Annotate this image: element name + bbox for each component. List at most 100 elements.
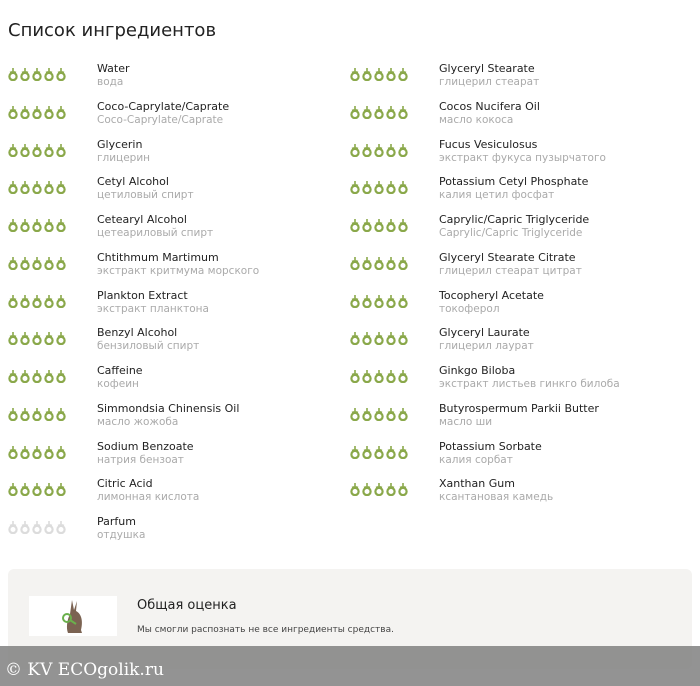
- ingredient-row: Caprylic/Capric Triglyceride Caprylic/Cap…: [350, 213, 690, 251]
- acorn-rating-icon: [44, 143, 54, 157]
- acorn-rating-icon: [374, 445, 384, 459]
- acorn-rating-icon: [350, 105, 360, 119]
- rating: [8, 68, 66, 81]
- rating: [8, 332, 66, 346]
- acorn-rating-icon: [362, 68, 372, 81]
- acorn-rating-icon: [362, 370, 372, 383]
- acorn-rating-icon: [8, 370, 18, 383]
- rating: [8, 105, 66, 119]
- acorn-rating-icon: [350, 219, 360, 232]
- acorn-rating-icon: [44, 181, 54, 195]
- acorn-rating-icon: [362, 181, 372, 195]
- rating: [8, 483, 66, 497]
- acorn-rating-icon: [398, 370, 408, 383]
- summary-text: Мы смогли распознать не все ингредиенты …: [137, 625, 394, 635]
- acorn-rating-icon: [56, 68, 66, 81]
- rating: [350, 219, 408, 232]
- ingredient-row: Coco-Caprylate/Caprate Coco-Caprylate/Cap…: [8, 100, 348, 138]
- ingredient-row: Glyceryl Stearate Citrate глицерил стеара…: [350, 251, 690, 289]
- acorn-rating-icon: [8, 256, 18, 270]
- acorn-rating-icon: [32, 294, 42, 308]
- acorn-rating-icon: [374, 219, 384, 232]
- acorn-rating-icon: [8, 445, 18, 459]
- acorn-rating-icon: [386, 483, 396, 497]
- page-title: Список ингредиентов: [8, 20, 217, 41]
- acorn-rating-icon: [350, 483, 360, 497]
- acorn-rating-icon: [32, 143, 42, 157]
- acorn-rating-icon: [350, 332, 360, 346]
- acorn-rating-icon: [398, 68, 408, 81]
- ingredient-translation: экстракт критмума морского: [97, 264, 260, 277]
- ingredient-row: Potassium Sorbate калия сорбат: [350, 440, 690, 478]
- ingredient-row: Citric Acid лимонная кислота: [8, 477, 348, 515]
- acorn-rating-icon: [44, 256, 54, 270]
- rating: [350, 294, 408, 308]
- acorn-rating-icon: [56, 219, 66, 232]
- acorn-rating-icon: [56, 370, 66, 383]
- acorn-rating-icon: [374, 181, 384, 195]
- acorn-rating-icon: [56, 407, 66, 421]
- acorn-rating-icon: [398, 143, 408, 157]
- ingredient-name: Glyceryl Stearate: [439, 62, 535, 75]
- acorn-rating-icon: [386, 445, 396, 459]
- acorn-rating-icon: [362, 219, 372, 232]
- ingredient-row: Sodium Benzoate натрия бензоат: [8, 440, 348, 478]
- acorn-rating-icon: [56, 105, 66, 119]
- ingredient-row: Caffeine кофеин: [8, 364, 348, 402]
- acorn-rating-icon: [20, 68, 30, 81]
- rating: [350, 143, 408, 157]
- rating: [8, 294, 66, 308]
- acorn-rating-icon: [398, 294, 408, 308]
- rating: [350, 370, 408, 383]
- acorn-rating-icon: [56, 521, 66, 534]
- ingredient-translation: глицерил стеарат цитрат: [439, 264, 582, 277]
- rating: [8, 143, 66, 157]
- ingredient-translation: калия цетил фосфат: [439, 189, 555, 202]
- ingredient-name: Water: [97, 62, 130, 75]
- ingredient-name: Simmondsia Chinensis Oil: [97, 401, 240, 415]
- acorn-rating-icon: [398, 483, 408, 497]
- ingredient-name: Potassium Sorbate: [439, 439, 542, 453]
- acorn-rating-icon: [374, 483, 384, 497]
- ingredient-name: Ginkgo Biloba: [439, 364, 516, 377]
- rating: [350, 332, 408, 346]
- acorn-rating-icon: [386, 407, 396, 421]
- acorn-rating-icon: [386, 294, 396, 308]
- rating: [350, 483, 408, 497]
- acorn-rating-icon: [386, 143, 396, 157]
- ingredient-translation: цетиловый спирт: [97, 189, 194, 202]
- acorn-rating-icon: [8, 521, 18, 534]
- acorn-rating-icon: [362, 407, 372, 421]
- acorn-rating-icon: [398, 332, 408, 346]
- ingredient-row: Glyceryl Stearate глицерил стеарат: [350, 62, 690, 100]
- acorn-rating-icon: [20, 407, 30, 421]
- acorn-rating-icon: [20, 445, 30, 459]
- acorn-rating-icon: [56, 181, 66, 195]
- acorn-rating-icon: [32, 105, 42, 119]
- acorn-rating-icon: [32, 68, 42, 81]
- ingredient-translation: натрия бензоат: [97, 453, 184, 466]
- acorn-rating-icon: [374, 143, 384, 157]
- acorn-rating-icon: [398, 407, 408, 421]
- acorn-rating-icon: [56, 445, 66, 459]
- acorn-rating-icon: [350, 294, 360, 308]
- ingredient-row: Chtithmum Martimum экстракт критмума морс…: [8, 251, 348, 289]
- acorn-rating-icon: [362, 332, 372, 346]
- ingredient-translation: вода: [97, 76, 124, 88]
- acorn-rating-icon: [362, 256, 372, 270]
- ingredient-name: Benzyl Alcohol: [97, 326, 178, 340]
- ingredient-name: Caffeine: [97, 364, 143, 377]
- ingredients-column-left: Water вода Coco-Caprylate/Caprate Coco-Capr…: [8, 62, 348, 553]
- acorn-rating-icon: [44, 294, 54, 308]
- acorn-rating-icon: [44, 445, 54, 459]
- ingredient-row: Glyceryl Laurate глицерил лаурат: [350, 326, 690, 364]
- acorn-rating-icon: [386, 370, 396, 383]
- acorn-rating-icon: [8, 68, 18, 81]
- acorn-rating-icon: [32, 219, 42, 232]
- rating: [8, 219, 66, 232]
- watermark: © KV ECOgolik.ru: [0, 646, 700, 686]
- ingredient-translation: экстракт планктона: [97, 302, 209, 315]
- acorn-rating-icon: [8, 143, 18, 157]
- ingredient-name: Glyceryl Laurate: [439, 326, 530, 340]
- acorn-rating-icon: [56, 294, 66, 308]
